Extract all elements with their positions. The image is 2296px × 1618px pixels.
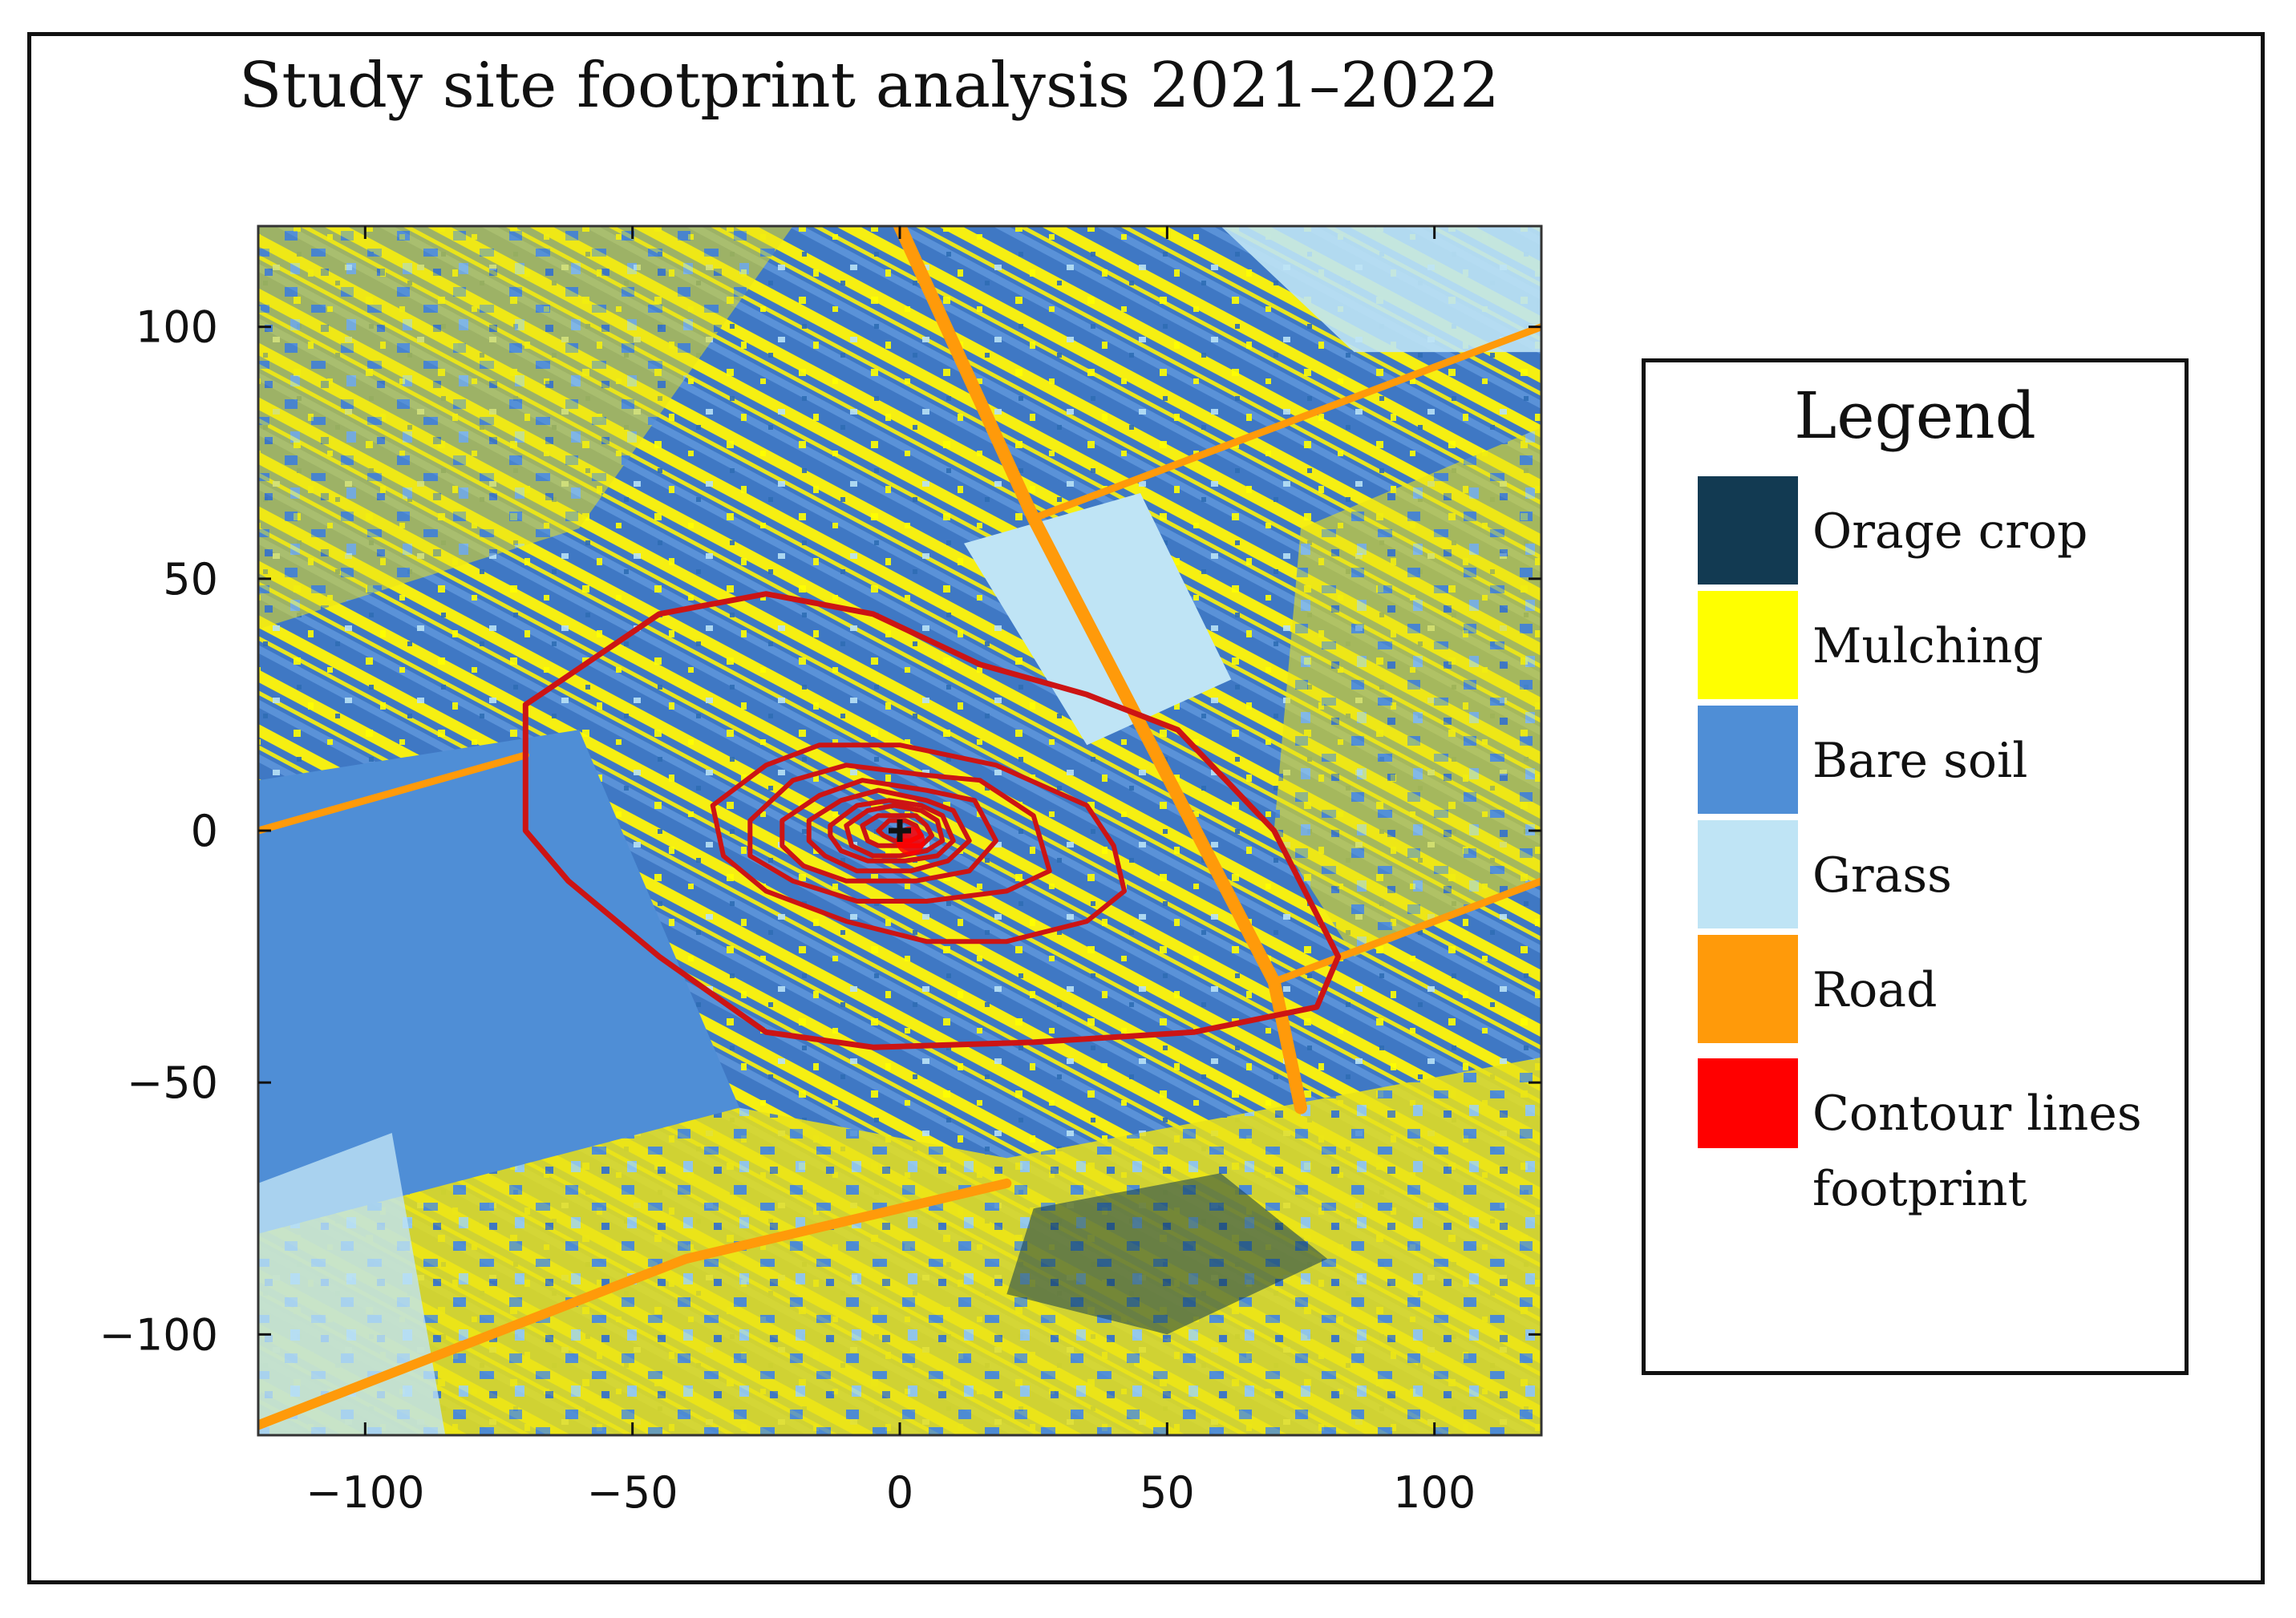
legend-item-contour-lines: Contour lines footprint — [1698, 1058, 2142, 1243]
x-tick-label: −50 — [587, 1467, 678, 1518]
footprint-contour-4 — [780, 778, 998, 884]
mulching-zone-northwest — [258, 226, 793, 629]
grass-patch — [964, 493, 1232, 746]
legend: Legend Orage crop Mulching Bare soil Gra… — [1642, 358, 2189, 1375]
bare-soil-field — [258, 730, 739, 1234]
footprint-contour-6 — [828, 798, 956, 864]
land-cover-regions — [258, 226, 1541, 1435]
road-main — [893, 226, 1307, 1114]
legend-title: Legend — [1794, 378, 2036, 453]
legend-item-grass: Grass — [1698, 820, 1952, 932]
road-southwest — [258, 1178, 1012, 1430]
footprint-contour-8 — [860, 813, 934, 848]
road-branch-ne — [1030, 323, 1541, 522]
y-tick-label: −100 — [99, 1309, 218, 1360]
legend-swatch-orage-crop — [1698, 476, 1798, 585]
mulching-zone-east — [1274, 427, 1541, 957]
y-tick-label: 100 — [136, 302, 218, 353]
road-branch-e — [1270, 877, 1541, 985]
legend-item-orage-crop: Orage crop — [1698, 476, 2087, 589]
legend-swatch-grass — [1698, 820, 1798, 928]
y-tick-label: −50 — [127, 1058, 218, 1108]
legend-swatch-road — [1698, 935, 1798, 1043]
x-tick-label: 50 — [1140, 1467, 1195, 1518]
footprint-contours — [522, 591, 1342, 1050]
legend-swatch-mulching — [1698, 591, 1798, 699]
legend-label-road: Road — [1812, 962, 1938, 1018]
y-tick-label: 0 — [191, 806, 218, 856]
footprint-peak — [896, 826, 925, 856]
grass-zone-northeast — [1221, 226, 1541, 353]
legend-item-mulching: Mulching — [1698, 591, 2043, 703]
tower-marker — [889, 819, 911, 842]
footprint-contour-1 — [522, 591, 1342, 1050]
legend-swatch-contour-lines — [1698, 1058, 1798, 1148]
chart-title: Study site footprint analysis 2021–2022 — [239, 50, 1500, 122]
legend-item-bare-soil: Bare soil — [1698, 706, 2027, 818]
orange-crop-patch — [1006, 1173, 1328, 1335]
road-west — [258, 751, 529, 835]
footprint-contour-5 — [806, 787, 972, 874]
legend-label-bare-soil: Bare soil — [1812, 733, 2028, 789]
x-tick-label: 0 — [886, 1467, 913, 1518]
legend-item-road: Road — [1698, 935, 1937, 1047]
x-tick-label: −100 — [306, 1467, 424, 1518]
mulching-zone-south — [258, 1057, 1541, 1435]
footprint-contour-3 — [747, 762, 1052, 904]
axis-ticks: −100 −50 0 50 100 100 50 0 −50 −100 — [99, 226, 1541, 1518]
legend-label-contour-lines: Contour lines footprint — [1812, 1058, 2142, 1227]
x-tick-label: 100 — [1393, 1467, 1476, 1518]
legend-label-contour-line1: Contour lines — [1812, 1086, 2142, 1142]
legend-label-mulching: Mulching — [1812, 618, 2043, 674]
legend-label-contour-line2: footprint — [1812, 1161, 2027, 1217]
road-layer — [258, 226, 1541, 1430]
legend-swatch-bare-soil — [1698, 706, 1798, 814]
plot-area — [258, 226, 1541, 1435]
footprint-contour-7 — [844, 803, 946, 859]
grass-zone-southwest — [258, 1133, 446, 1435]
legend-label-orage-crop: Orage crop — [1812, 504, 2088, 560]
footprint-contour-2 — [710, 742, 1127, 945]
legend-label-grass: Grass — [1812, 847, 1952, 904]
y-tick-label: 50 — [163, 554, 218, 605]
